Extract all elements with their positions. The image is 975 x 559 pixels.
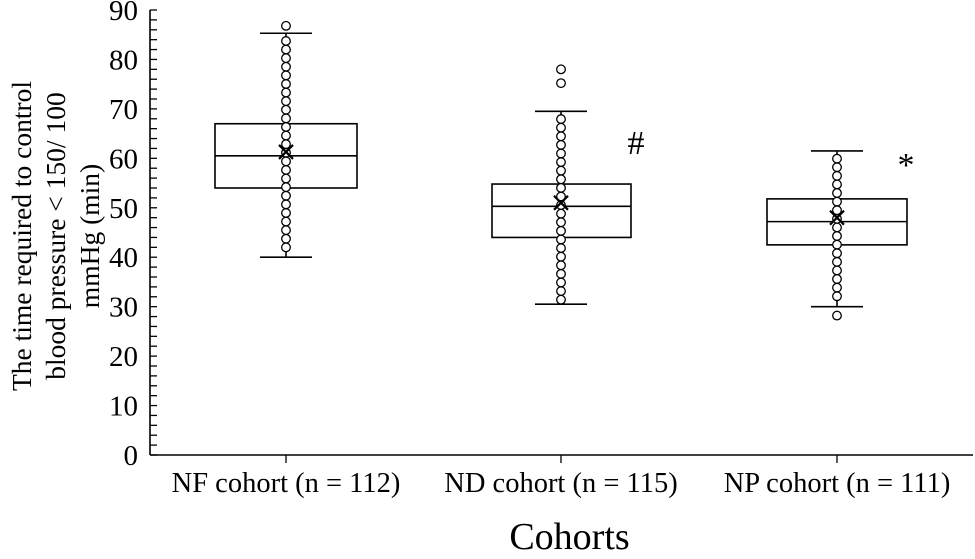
svg-text:90: 90 bbox=[109, 0, 138, 27]
svg-text:80: 80 bbox=[109, 44, 138, 76]
svg-text:0: 0 bbox=[124, 440, 139, 472]
svg-text:70: 70 bbox=[109, 94, 138, 126]
svg-text:20: 20 bbox=[109, 341, 138, 373]
svg-text:10: 10 bbox=[109, 391, 138, 423]
svg-text:50: 50 bbox=[109, 193, 138, 225]
svg-text:#: # bbox=[628, 125, 645, 162]
svg-text:60: 60 bbox=[109, 143, 138, 175]
svg-text:30: 30 bbox=[109, 292, 138, 324]
svg-text:*: * bbox=[898, 147, 915, 184]
svg-text:40: 40 bbox=[109, 242, 138, 274]
